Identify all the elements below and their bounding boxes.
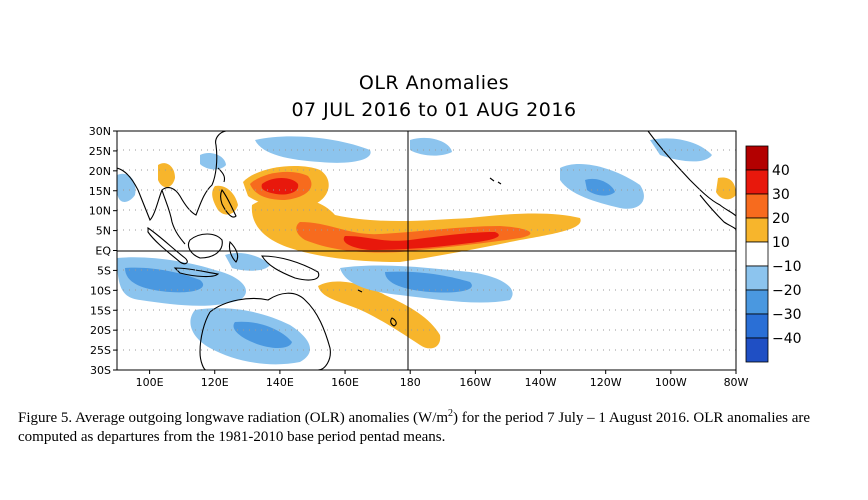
negative-anomaly-20-east-pacific	[585, 178, 615, 196]
colorbar-swatch	[745, 217, 769, 243]
lat-tick-label: 10S	[90, 284, 111, 297]
colorbar-swatch	[745, 289, 769, 315]
negative-anomaly-west-pacific-eq	[225, 253, 270, 271]
colorbar-label: −30	[772, 307, 802, 323]
figure-caption: Figure 5. Average outgoing longwave radi…	[18, 404, 858, 447]
lat-tick-label: 25S	[90, 344, 111, 357]
coastlines	[117, 131, 736, 370]
coastline-central-america	[699, 194, 736, 231]
lon-tick-label: 160E	[331, 376, 359, 389]
negative-anomaly-20-south-pacific	[385, 271, 472, 293]
lat-tick-label: 20N	[89, 165, 111, 178]
negative-anomaly-20-indonesia	[125, 267, 204, 293]
positive-anomaly-40-band	[343, 232, 499, 250]
lat-tick-label: 10N	[89, 205, 111, 218]
coastline-north-america	[647, 131, 736, 217]
lat-tick-label: 25N	[89, 145, 111, 158]
colorbar-label: −10	[772, 259, 802, 275]
anomaly-fields	[117, 136, 736, 365]
coastline-new-guinea	[261, 255, 320, 281]
lon-tick-label: 120E	[201, 376, 229, 389]
coastline-australia	[209, 292, 331, 370]
negative-anomaly-north-pacific	[255, 136, 371, 163]
map-subtitle: 07 JUL 2016 to 01 AUG 2016	[291, 99, 577, 121]
coastline-borneo	[187, 233, 223, 259]
olr-anomaly-map: 30N 25N 20N 15N 10N 5N EQ 5S 10S 15S 20S 25S 30S 100…	[89, 125, 802, 389]
lon-tick-label: 140E	[266, 376, 294, 389]
colorbar-swatch	[745, 337, 769, 363]
caption-text-1: Figure 5. Average outgoing longwave radi…	[18, 410, 449, 426]
lat-tick-label: 5N	[96, 225, 111, 238]
lat-tick-label: 15N	[89, 185, 111, 198]
caption-text-2: ) for the period 7 July – 1 August 2016.…	[18, 410, 811, 445]
latitude-axis: 30N 25N 20N 15N 10N 5N EQ 5S 10S 15S 20S 25S 30S	[89, 125, 117, 377]
colorbar-label: 30	[772, 187, 790, 203]
colorbar-swatch	[745, 145, 769, 171]
colorbar: 40 30 20 10 −10 −20 −30 −40	[745, 145, 802, 363]
longitude-axis: 100E 120E 140E 160E 180 160W 140W 120W 100W 80W	[136, 370, 749, 389]
map-title: OLR Anomalies	[358, 72, 510, 94]
colorbar-label: 10	[772, 235, 790, 251]
coastline-sumatra	[147, 226, 188, 265]
coastline-asia	[117, 131, 227, 221]
coastline-hawaii	[489, 177, 502, 185]
lat-tick-label: EQ	[95, 245, 111, 258]
negative-anomaly-north-pacific-east	[410, 137, 452, 156]
lat-tick-label: 30S	[90, 364, 111, 377]
lon-tick-label: 140W	[525, 376, 557, 389]
colorbar-swatch	[745, 169, 769, 195]
lat-tick-label: 15S	[90, 304, 111, 317]
colorbar-label: 40	[772, 163, 790, 179]
lat-tick-label: 30N	[89, 125, 111, 138]
colorbar-label: 20	[772, 211, 790, 227]
lon-tick-label: 100W	[655, 376, 687, 389]
positive-anomaly-south-china	[158, 163, 175, 188]
lat-tick-label: 20S	[90, 324, 111, 337]
negative-anomaly-india	[117, 173, 136, 202]
coastline-java	[173, 267, 220, 278]
coastline-philippines	[219, 188, 237, 218]
colorbar-label: −40	[772, 331, 802, 347]
colorbar-swatch	[745, 265, 769, 291]
coastline-indochina	[161, 189, 186, 245]
coastline-japan-taiwan	[217, 167, 226, 183]
lon-tick-label: 80W	[724, 376, 749, 389]
positive-anomaly-spcz	[318, 281, 441, 349]
lat-tick-label: 5S	[97, 264, 111, 277]
positive-anomaly-east-pacific	[716, 177, 736, 200]
lon-tick-label: 100E	[136, 376, 164, 389]
colorbar-label: −20	[772, 283, 802, 299]
colorbar-swatch	[745, 241, 769, 267]
coastline-sulawesi	[228, 240, 239, 263]
lon-tick-label: 160W	[459, 376, 491, 389]
coastline-australia-west	[199, 311, 211, 370]
lon-tick-label: 120W	[590, 376, 622, 389]
coastline-islands-sp	[357, 289, 397, 327]
negative-anomaly-china	[200, 153, 226, 170]
colorbar-swatch	[745, 313, 769, 339]
lon-tick-label: 180	[400, 376, 421, 389]
colorbar-swatch	[745, 193, 769, 219]
negative-anomaly-20-australia	[233, 321, 292, 348]
positive-anomaly-40	[261, 178, 299, 195]
caption-superscript: 2	[448, 408, 454, 419]
